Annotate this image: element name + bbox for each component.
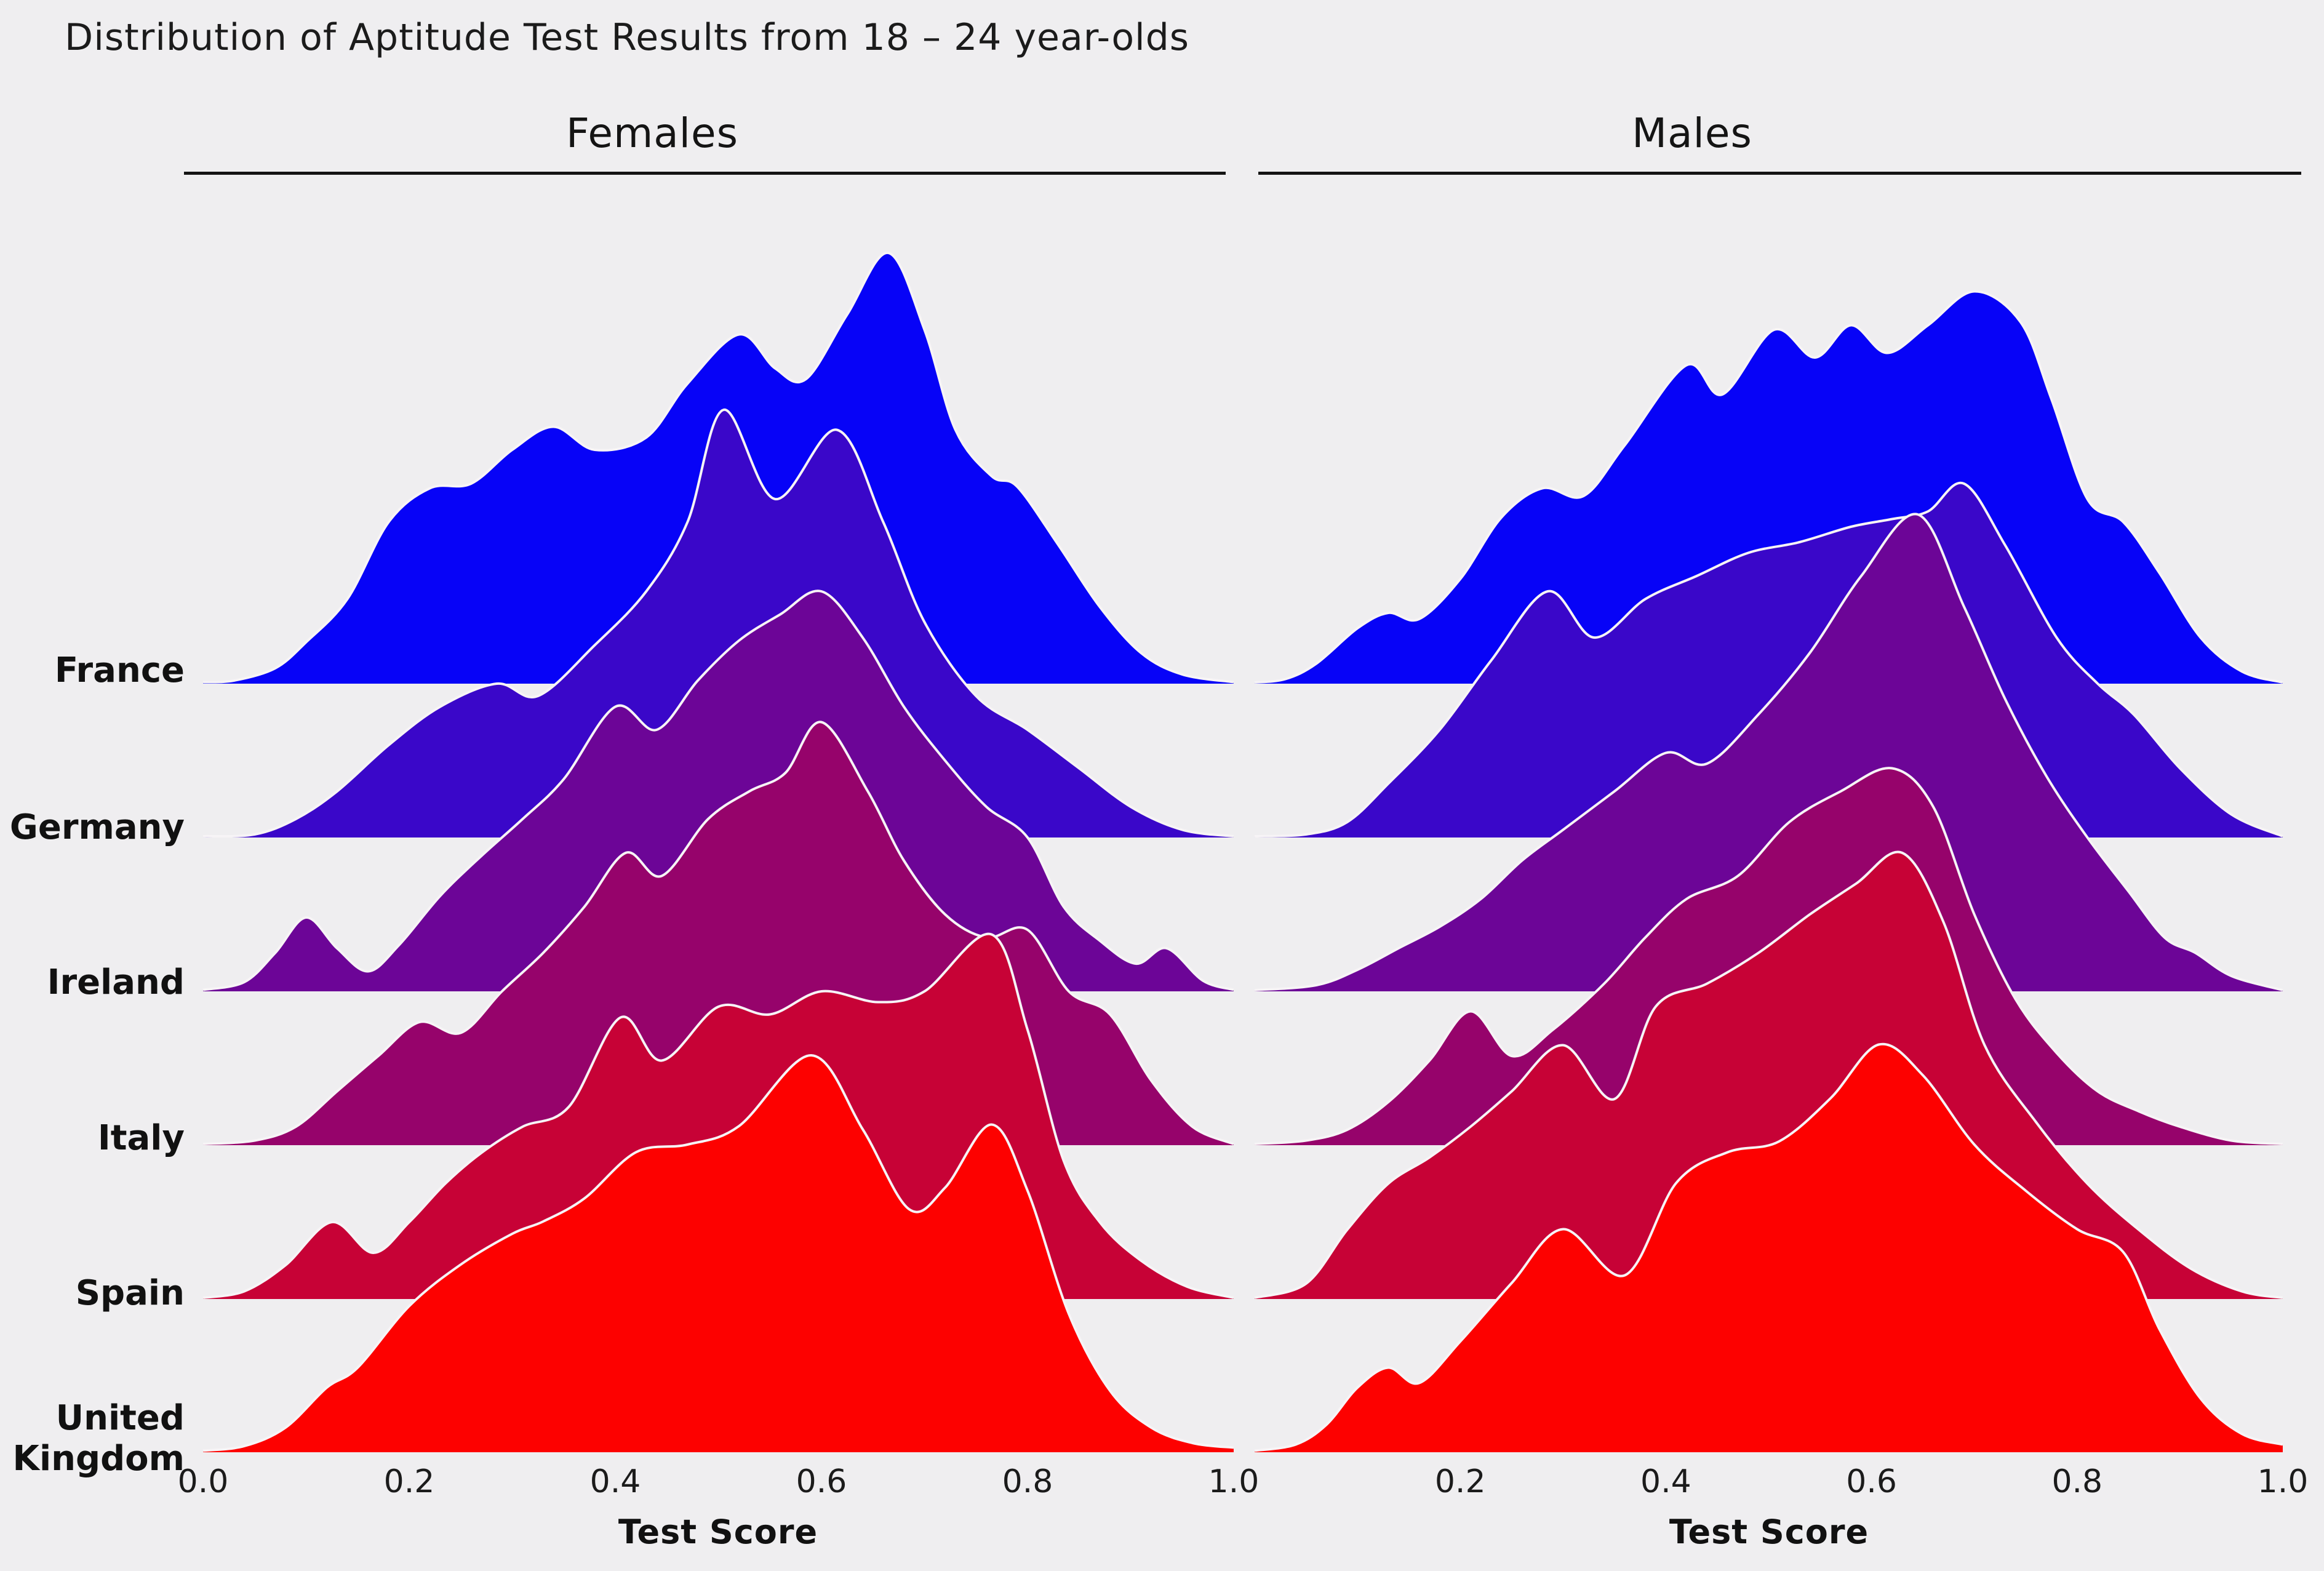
x-tick-label: 0.2 xyxy=(1434,1463,1486,1500)
ridge-fill-spain-males xyxy=(1255,852,2283,1299)
country-label-italy: Italy xyxy=(97,1118,185,1158)
ridge-outline-spain-males xyxy=(1254,850,2283,1299)
ridge-outline-united-kingdom-females xyxy=(202,1053,1234,1452)
x-tick-label: 0.8 xyxy=(1002,1463,1053,1500)
ridge-outline-ireland-females xyxy=(202,590,1234,991)
country-label-spain: Spain xyxy=(75,1273,185,1313)
ridge-fill-united-kingdom-females xyxy=(203,1055,1234,1452)
x-tick-label: 0.6 xyxy=(1846,1463,1897,1500)
country-label-france: France xyxy=(54,650,185,690)
country-label-germany: Germany xyxy=(9,807,185,847)
ridge-fill-germany-females xyxy=(203,409,1234,837)
x-tick-label: 0.2 xyxy=(383,1463,435,1500)
ridge-outline-spain-females xyxy=(202,932,1234,1299)
ridge-outline-ireland-males xyxy=(1254,513,2283,991)
ridge-outline-italy-males xyxy=(1254,767,2283,1145)
x-axis-title-left: Test Score xyxy=(618,1513,818,1551)
x-tick-label: 0.8 xyxy=(2051,1463,2103,1500)
ridge-outline-france-males xyxy=(1254,290,2283,684)
chart-title: Distribution of Aptitude Test Results fr… xyxy=(65,16,1190,59)
x-axis-title-right: Test Score xyxy=(1669,1513,1869,1551)
x-tick-label: 0.6 xyxy=(796,1463,847,1500)
x-tick-label: 1.0 xyxy=(2257,1463,2309,1500)
x-tick-label: 0.0 xyxy=(177,1463,229,1500)
facet-underline-males xyxy=(1258,172,2301,175)
x-tick-label: 0.4 xyxy=(1640,1463,1691,1500)
ridge-outline-united-kingdom-males xyxy=(1254,1042,2283,1452)
country-label-ireland: Ireland xyxy=(47,962,185,1002)
facet-header-males: Males xyxy=(1632,110,1752,157)
facet-header-females: Females xyxy=(565,110,739,157)
country-label-united-kingdom: United Kingdom xyxy=(12,1398,185,1479)
ridge-outline-italy-females xyxy=(202,721,1234,1145)
ridge-outline-germany-females xyxy=(202,409,1234,838)
x-tick-label: 1.0 xyxy=(1208,1463,1260,1500)
ridge-fill-ireland-males xyxy=(1255,514,2283,991)
x-tick-label: 0.4 xyxy=(589,1463,641,1500)
facet-underline-females xyxy=(184,172,1226,175)
ridge-outline-germany-males xyxy=(1254,481,2283,837)
ridge-outline-france-females xyxy=(202,251,1234,684)
ridge-fill-united-kingdom-males xyxy=(1255,1044,2283,1452)
ridge-fill-ireland-females xyxy=(203,591,1234,991)
